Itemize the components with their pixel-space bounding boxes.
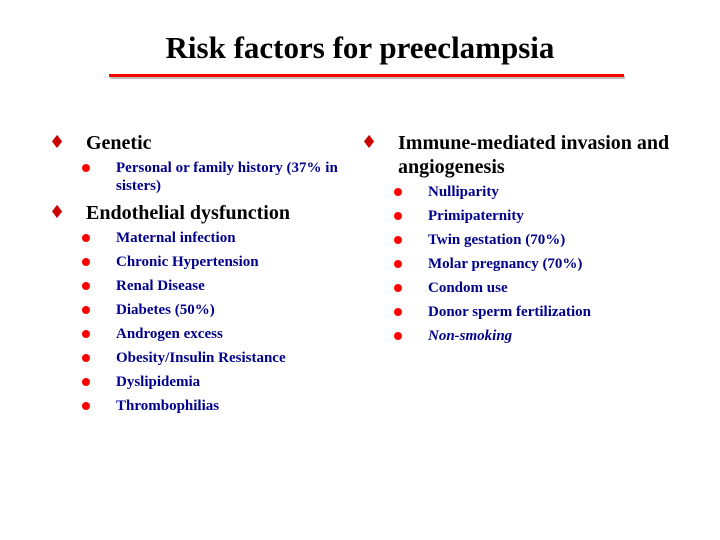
title-underline xyxy=(109,74,624,77)
list-item: Maternal infection xyxy=(46,229,346,247)
list-item: Nulliparity xyxy=(358,183,698,201)
round-bullet-icon xyxy=(82,234,90,242)
list-item: Renal Disease xyxy=(46,277,346,295)
section-endothelial-dysfunction: ♦ Endothelial dysfunction Maternal infec… xyxy=(46,201,346,415)
round-bullet-icon xyxy=(394,260,402,268)
list-item: Diabetes (50%) xyxy=(46,301,346,319)
section-heading: ♦ Immune-mediated invasion and angiogene… xyxy=(361,132,670,178)
section-heading: ♦ Genetic xyxy=(49,132,152,154)
diamond-bullet-icon: ♦ xyxy=(361,132,378,153)
item-list: Nulliparity Primipaternity Twin gestatio… xyxy=(358,183,698,345)
round-bullet-icon xyxy=(82,354,90,362)
left-column: ♦ Genetic Personal or family history (37… xyxy=(46,131,346,421)
round-bullet-icon xyxy=(82,330,90,338)
section-immune-mediated: ♦ Immune-mediated invasion and angiogene… xyxy=(358,131,698,345)
round-bullet-icon xyxy=(82,378,90,386)
list-item: Dyslipidemia xyxy=(46,373,346,391)
list-item: Primipaternity xyxy=(358,207,698,225)
list-item: Non-smoking xyxy=(358,327,698,345)
list-item: Condom use xyxy=(358,279,698,297)
list-item: Androgen excess xyxy=(46,325,346,343)
slide-title: Risk factors for preeclampsia xyxy=(165,30,555,65)
list-item: Chronic Hypertension xyxy=(46,253,346,271)
section-genetic: ♦ Genetic Personal or family history (37… xyxy=(46,131,346,195)
round-bullet-icon xyxy=(394,188,402,196)
list-item: Obesity/Insulin Resistance xyxy=(46,349,346,367)
right-column: ♦ Immune-mediated invasion and angiogene… xyxy=(358,131,698,351)
round-bullet-icon xyxy=(82,258,90,266)
list-item: Thrombophilias xyxy=(46,397,346,415)
round-bullet-icon xyxy=(82,282,90,290)
round-bullet-icon xyxy=(82,306,90,314)
list-item: Twin gestation (70%) xyxy=(358,231,698,249)
round-bullet-icon xyxy=(394,236,402,244)
round-bullet-icon xyxy=(394,212,402,220)
list-item: Personal or family history (37% in siste… xyxy=(46,159,346,195)
round-bullet-icon xyxy=(394,308,402,316)
item-list: Personal or family history (37% in siste… xyxy=(46,159,346,195)
list-item: Donor sperm fertilization xyxy=(358,303,698,321)
item-list: Maternal infection Chronic Hypertension … xyxy=(46,229,346,415)
diamond-bullet-icon: ♦ xyxy=(49,132,66,153)
section-heading: ♦ Endothelial dysfunction xyxy=(49,202,290,224)
round-bullet-icon xyxy=(82,164,90,172)
round-bullet-icon xyxy=(394,284,402,292)
list-item: Molar pregnancy (70%) xyxy=(358,255,698,273)
round-bullet-icon xyxy=(82,402,90,410)
diamond-bullet-icon: ♦ xyxy=(49,202,66,223)
round-bullet-icon xyxy=(394,332,402,340)
